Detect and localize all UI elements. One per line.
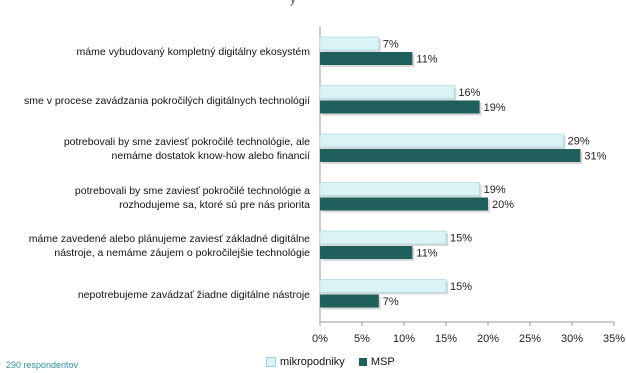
data-label-mikropodniky: 29% [568, 136, 590, 148]
legend: mikropodniky MSP [266, 356, 395, 368]
x-tick-label: 0% [312, 333, 328, 345]
data-label-msp: 11% [416, 248, 437, 260]
category-label: sme v procese zavádzania pokročilých dig… [24, 94, 310, 107]
data-label-mikropodniky: 16% [458, 87, 480, 99]
data-label-msp: 7% [383, 296, 399, 308]
data-label-mikropodniky: 15% [450, 281, 472, 293]
legend-label-msp: MSP [370, 356, 395, 368]
bar-msp [320, 149, 581, 162]
bar-mikropodniky [319, 85, 455, 99]
legend-item-mikropodniky: mikropodniky [266, 356, 345, 368]
bar-msp [320, 246, 413, 259]
category-label: máme vybudovaný kompletný digitálny ekos… [76, 46, 310, 58]
bar-msp [320, 100, 480, 114]
bar-msp [320, 197, 488, 211]
x-tick-label: 10% [393, 333, 415, 345]
legend-label-mikropodniky: mikropodniky [280, 356, 345, 368]
data-label-msp: 11% [416, 54, 437, 66]
bar-mikropodniky [319, 279, 447, 293]
bar-msp [320, 52, 413, 65]
data-label-mikropodniky: 19% [484, 184, 506, 196]
data-label-msp: 31% [584, 151, 606, 163]
x-tick-label: 20% [477, 333, 499, 345]
category-label: máme zavedené alebo plánujeme zaviesť zá… [28, 233, 310, 259]
data-label-mikropodniky: 15% [450, 233, 472, 245]
chart-title-fragment: y [290, 0, 296, 6]
legend-swatch-msp [358, 358, 367, 366]
legend-swatch-mikropodniky [266, 357, 276, 367]
data-label-mikropodniky: 7% [383, 39, 399, 51]
x-tick-label: 25% [519, 333, 541, 345]
x-tick-label: 35% [603, 333, 625, 345]
x-tick-label: 5% [354, 333, 370, 345]
bar-mikropodniky [319, 36, 380, 51]
bar-mikropodniky [319, 230, 447, 245]
data-label-msp: 19% [484, 102, 506, 114]
category-label: potrebovali by sme zaviesť pokročilé tec… [74, 184, 310, 211]
category-label: nepotrebujeme zavádzať žiadne digitálne … [77, 288, 310, 301]
x-tick-label: 30% [561, 333, 583, 345]
data-label-msp: 20% [492, 199, 514, 211]
respondents-note: 290 respondentov [6, 360, 79, 370]
bar-msp [320, 294, 379, 308]
bar-mikropodniky [319, 133, 564, 148]
x-tick-label: 15% [435, 333, 457, 345]
category-label: potrebovali by sme zaviesť pokročilé tec… [63, 136, 310, 162]
legend-item-msp: MSP [358, 356, 395, 368]
bar-mikropodniky [319, 182, 480, 196]
